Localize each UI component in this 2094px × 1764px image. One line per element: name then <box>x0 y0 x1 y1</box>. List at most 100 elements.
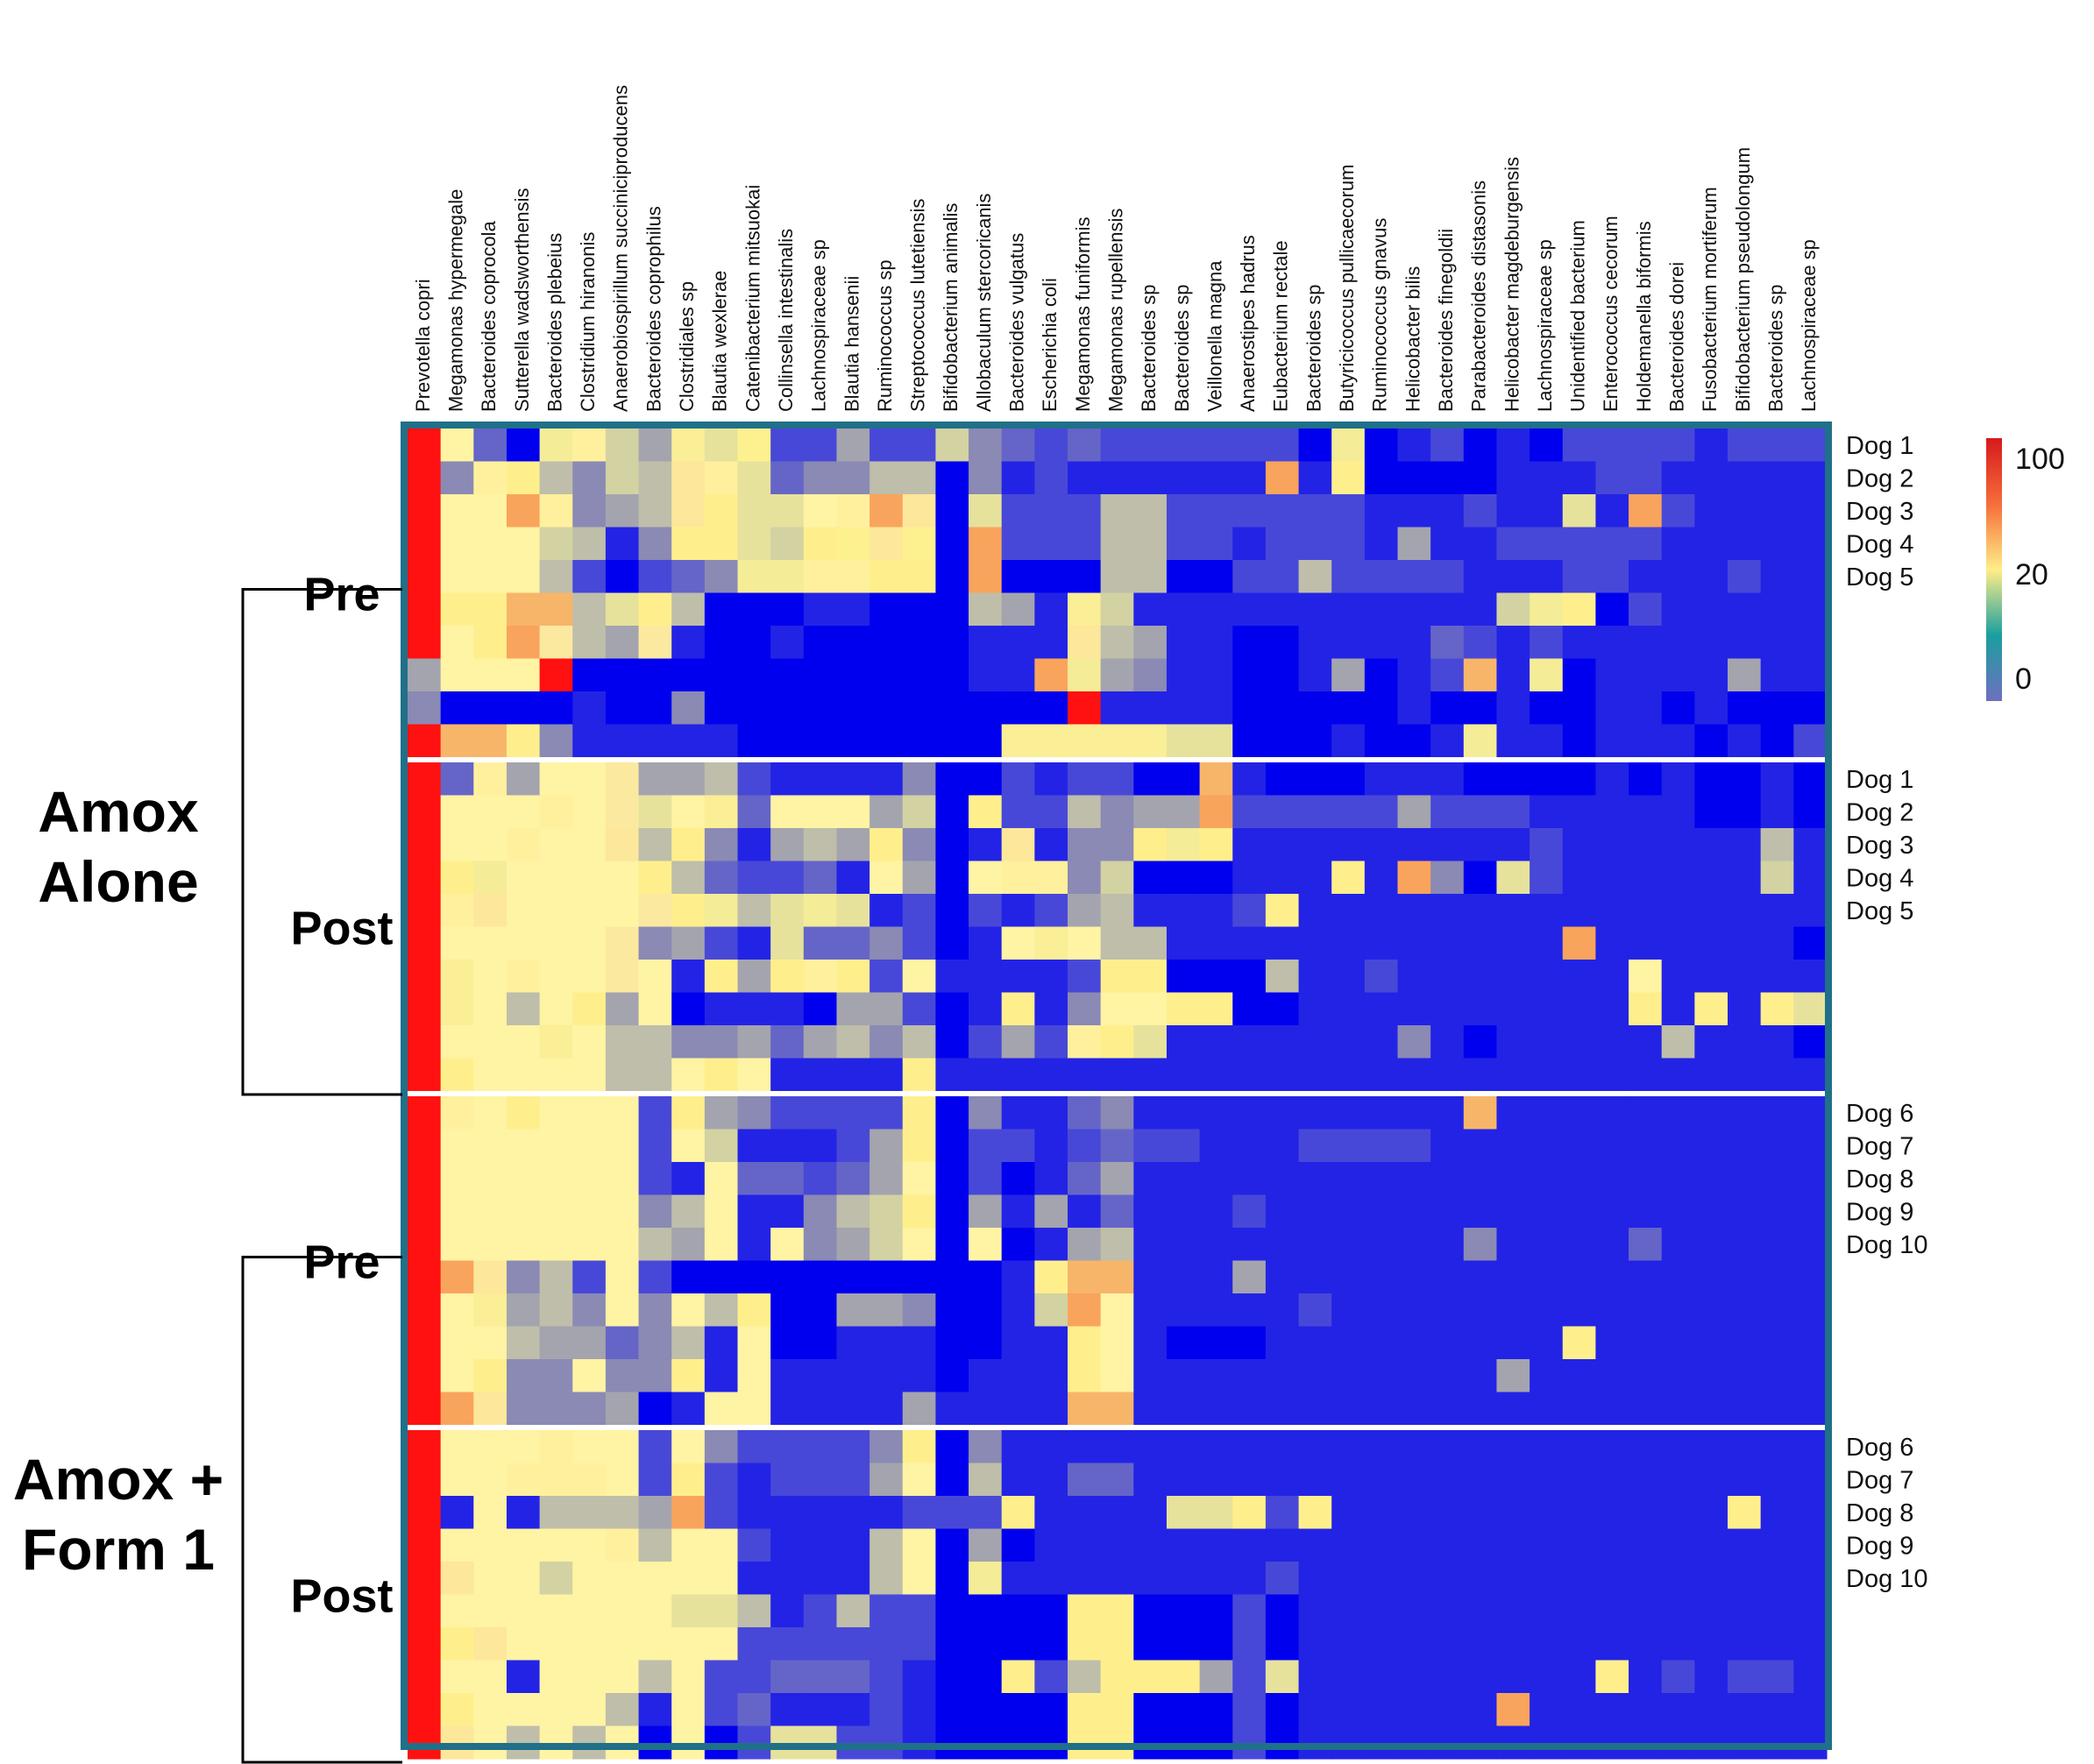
column-label: Megamonas funiformis <box>1072 216 1094 412</box>
heatmap-cell <box>704 429 739 463</box>
heatmap-cell <box>870 1463 904 1497</box>
heatmap-cell <box>539 592 573 627</box>
heatmap-cell <box>1496 1025 1530 1059</box>
heatmap-cell <box>1397 1025 1431 1059</box>
heatmap-cell <box>1661 828 1695 862</box>
heatmap-cell <box>1430 1359 1465 1393</box>
heatmap-cell <box>1694 658 1728 692</box>
heatmap-cell <box>1001 894 1035 928</box>
row-label: Dog 2 <box>1846 798 1913 826</box>
heatmap-cell <box>572 1058 607 1092</box>
column-label: Ruminococcus sp <box>874 259 896 412</box>
heatmap-cell <box>605 691 640 726</box>
heatmap-cell <box>1463 724 1498 758</box>
heatmap-cell <box>572 1025 607 1059</box>
heatmap-cell <box>1463 1228 1498 1262</box>
heatmap-cell <box>408 691 442 726</box>
heatmap-cell <box>1793 795 1828 829</box>
heatmap-cell <box>440 1194 474 1229</box>
heatmap-cell <box>1595 762 1629 797</box>
heatmap-cell <box>1232 795 1267 829</box>
heatmap-cell <box>1629 1096 1663 1130</box>
heatmap-cell <box>671 1496 706 1530</box>
heatmap-cell <box>1133 1463 1168 1497</box>
heatmap-cell <box>506 960 541 994</box>
heatmap-cell <box>935 992 969 1026</box>
heatmap-cell <box>704 461 739 495</box>
heatmap-cell <box>1430 592 1465 627</box>
heatmap-cell <box>1397 992 1431 1026</box>
heatmap-cell <box>671 1463 706 1497</box>
heatmap-cell <box>836 1326 870 1360</box>
heatmap-cell <box>440 992 474 1026</box>
heatmap-cell <box>1463 828 1498 862</box>
heatmap-cell <box>440 960 474 994</box>
heatmap-cell <box>1265 429 1300 463</box>
heatmap-cell <box>1199 658 1233 692</box>
heatmap-cell <box>539 1293 573 1328</box>
heatmap-cell <box>1530 1392 1564 1426</box>
heatmap-cell <box>935 960 969 994</box>
heatmap-cell <box>737 1562 771 1596</box>
heatmap-cell <box>1562 1194 1596 1229</box>
heatmap-cell <box>1629 1293 1663 1328</box>
heatmap-cell <box>1463 1326 1498 1360</box>
heatmap-cell <box>704 894 739 928</box>
heatmap-cell <box>572 1528 607 1562</box>
heatmap-cell <box>638 1463 672 1497</box>
heatmap-cell <box>1595 1096 1629 1130</box>
heatmap-cell <box>539 861 573 895</box>
heatmap-cell <box>1728 1260 1762 1294</box>
heatmap-frame <box>401 422 1832 1750</box>
heatmap-cell <box>870 1162 904 1196</box>
heatmap-cell <box>1001 1129 1035 1163</box>
heatmap-cell <box>935 691 969 726</box>
heatmap-cell <box>1068 1693 1102 1727</box>
heatmap-cell <box>1331 1228 1366 1262</box>
heatmap-cell <box>737 691 771 726</box>
heatmap-cell <box>1133 1293 1168 1328</box>
heatmap-cell <box>1166 1627 1201 1661</box>
heatmap-cell <box>1595 560 1629 594</box>
heatmap-cell <box>1397 1594 1431 1628</box>
heatmap-cell <box>473 1293 508 1328</box>
heatmap-cell <box>704 691 739 726</box>
heatmap-cell <box>1694 894 1728 928</box>
heatmap-cell <box>1068 894 1102 928</box>
heatmap-cell <box>737 762 771 797</box>
heatmap-cell <box>803 1430 838 1464</box>
heatmap-cell <box>506 926 541 960</box>
heatmap-cell <box>1001 494 1035 528</box>
heatmap-cell <box>1265 560 1300 594</box>
heatmap-cell <box>1199 1096 1233 1130</box>
heatmap-cell <box>671 1392 706 1426</box>
heatmap-cell <box>1496 795 1530 829</box>
heatmap-cell <box>1694 1725 1728 1760</box>
heatmap-cell <box>1364 1627 1399 1661</box>
heatmap-cell <box>1034 1392 1068 1426</box>
heatmap-cell <box>870 1096 904 1130</box>
heatmap-cell <box>1034 658 1068 692</box>
heatmap-cell <box>473 560 508 594</box>
heatmap-cell <box>1265 1096 1300 1130</box>
heatmap-cell <box>803 992 838 1026</box>
heatmap-cell <box>969 1463 1003 1497</box>
row-label: Dog 4 <box>1846 530 1913 558</box>
heatmap-cell <box>1760 795 1794 829</box>
row-label: Dog 6 <box>1846 1434 1913 1462</box>
heatmap-cell <box>1463 992 1498 1026</box>
heatmap-cell <box>506 658 541 692</box>
heatmap-cell <box>1100 1627 1134 1661</box>
heatmap-cell <box>1298 461 1332 495</box>
heatmap-cell <box>969 1562 1003 1596</box>
heatmap-cell <box>1463 1194 1498 1229</box>
heatmap-cell <box>737 795 771 829</box>
heatmap-cell <box>408 461 442 495</box>
heatmap-cell <box>1298 494 1332 528</box>
heatmap-cell <box>1629 861 1663 895</box>
heatmap-cell <box>440 527 474 561</box>
heatmap-cell <box>1760 1562 1794 1596</box>
heatmap-cell <box>1364 1129 1399 1163</box>
heatmap-cell <box>836 894 870 928</box>
heatmap-cell <box>473 1228 508 1262</box>
